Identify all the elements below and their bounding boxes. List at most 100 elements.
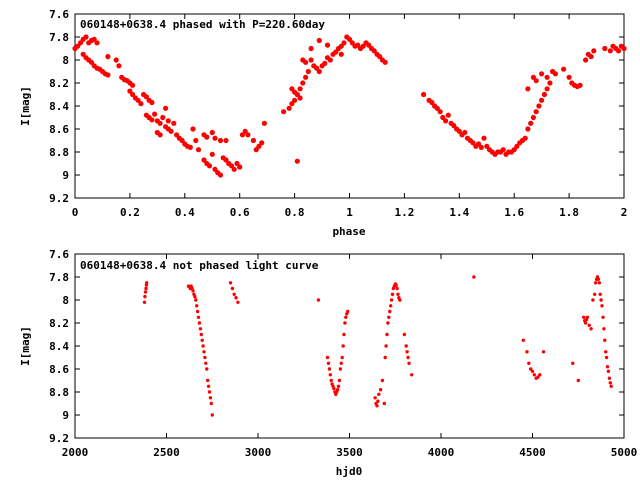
unphased-data-points <box>142 275 613 417</box>
unphased-data-point <box>599 298 603 302</box>
unphased-data-point <box>402 332 407 337</box>
unphased-data-point <box>341 344 345 348</box>
unphased-data-point <box>538 373 542 377</box>
phased-data-point <box>88 59 95 65</box>
phased-data-points <box>72 34 627 178</box>
unphased-data-point <box>208 396 213 400</box>
phased-data-point <box>138 101 144 107</box>
unphased-data-point <box>191 289 195 293</box>
phased-data-point <box>470 140 476 146</box>
phased-data-point <box>322 60 328 66</box>
phased-data-point <box>437 109 443 115</box>
phased-data-point <box>615 48 622 54</box>
phased-data-point <box>237 164 243 170</box>
unphased-data-point <box>193 294 197 299</box>
phased-data-point <box>522 135 528 141</box>
unphased-data-point <box>327 367 332 371</box>
unphased-data-point <box>472 275 476 279</box>
phased-data-point <box>539 71 545 77</box>
unphased-data-point <box>206 384 211 388</box>
unphased-data-point <box>576 378 580 383</box>
phased-data-point <box>308 45 314 52</box>
phased-data-point <box>533 78 539 84</box>
phased-x-tick-label: 1.8 <box>559 206 579 219</box>
unphased-data-point <box>593 292 597 296</box>
phased-data-point <box>239 132 245 138</box>
unphased-data-point <box>585 315 590 319</box>
phased-data-point <box>588 54 594 60</box>
phased-data-point <box>566 74 572 80</box>
phased-data-point <box>281 109 287 115</box>
phased-y-tick-label: 7.8 <box>49 31 69 44</box>
phased-data-point <box>250 137 256 144</box>
phased-data-point <box>143 94 149 100</box>
phased-data-point <box>429 99 435 106</box>
phased-data-point <box>456 128 462 134</box>
unphased-data-point <box>604 355 609 360</box>
unphased-data-point <box>378 388 383 392</box>
unphased-x-tick-label: 4500 <box>519 446 546 459</box>
unphased-data-point <box>387 315 391 319</box>
phased-data-point <box>445 112 451 118</box>
unphased-data-point <box>605 365 610 369</box>
unphased-data-point <box>608 381 612 385</box>
phased-data-point <box>341 40 347 46</box>
unphased-data-point <box>195 304 199 308</box>
unphased-data-point <box>316 298 321 302</box>
phased-data-point <box>539 97 545 103</box>
phased-data-point <box>621 45 627 52</box>
unphased-data-point <box>602 327 606 331</box>
phased-data-point <box>223 157 229 163</box>
unphased-data-point <box>342 332 346 337</box>
phased-y-tick-label: 8.8 <box>49 146 69 159</box>
unphased-data-point <box>377 392 381 396</box>
phased-data-point <box>528 120 534 126</box>
phased-data-point <box>165 118 171 124</box>
unphased-data-point <box>382 401 386 406</box>
unphased-data-point <box>383 355 387 360</box>
phased-y-tick-label: 8.2 <box>49 77 69 90</box>
phased-y-tick-label: 9 <box>62 169 69 182</box>
unphased-data-point <box>604 350 608 354</box>
phased-data-point <box>217 172 224 178</box>
unphased-data-point <box>326 361 331 365</box>
unphased-data-point <box>571 361 575 365</box>
phased-data-point <box>105 72 111 78</box>
unphased-x-tick-label: 3500 <box>336 446 363 459</box>
phased-data-point <box>193 137 199 144</box>
phased-data-point <box>303 59 309 65</box>
unphased-data-point <box>390 292 395 296</box>
phased-data-point <box>195 147 202 153</box>
phased-y-tick-label: 9.2 <box>49 192 69 205</box>
unphased-data-point <box>230 286 235 291</box>
phased-data-point <box>157 132 163 138</box>
phased-data-point <box>105 54 111 60</box>
phased-data-point <box>514 143 520 149</box>
phased-data-point <box>179 137 185 144</box>
phased-data-point <box>533 109 539 115</box>
unphased-data-point <box>340 355 344 360</box>
phased-data-point <box>163 105 169 111</box>
phased-data-point <box>371 48 377 54</box>
unphased-data-point <box>202 350 206 354</box>
phased-data-point <box>294 91 300 98</box>
unphased-data-point <box>593 281 598 285</box>
unphased-y-tick-label: 9.2 <box>49 432 69 445</box>
phased-data-point <box>152 111 158 117</box>
phased-data-point <box>201 157 207 163</box>
unphased-data-point <box>541 350 546 354</box>
phased-data-point <box>333 49 339 55</box>
phased-data-point <box>209 129 215 136</box>
unphased-data-point <box>194 298 198 302</box>
phased-data-point <box>209 151 215 157</box>
phased-x-tick-label: 0 <box>72 206 79 219</box>
phased-data-point <box>338 51 344 57</box>
unphased-data-point <box>143 290 148 294</box>
unphased-data-point <box>596 277 601 281</box>
phased-data-point <box>327 57 333 63</box>
unphased-data-point <box>375 404 379 408</box>
phased-y-tick-label: 7.6 <box>49 8 69 21</box>
phased-y-tick-label: 8 <box>62 54 69 67</box>
